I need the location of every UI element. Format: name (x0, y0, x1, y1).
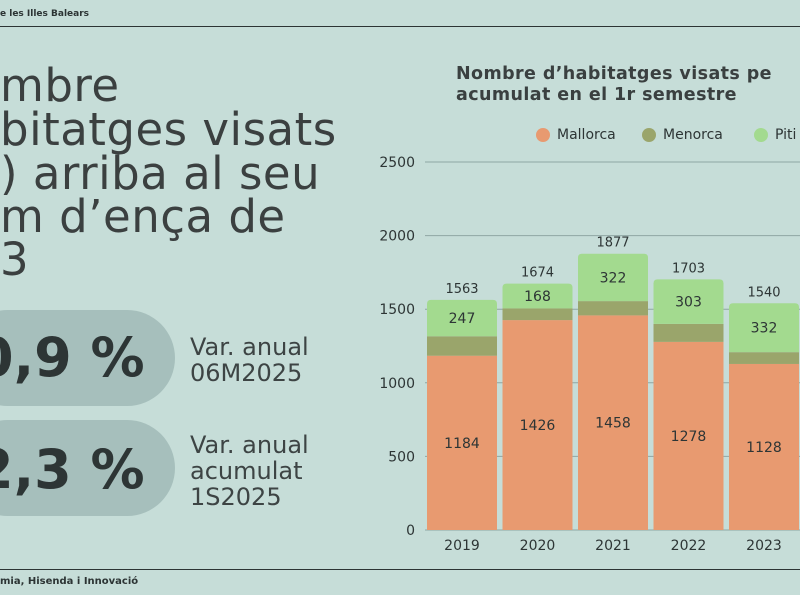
stat-label-cumulative: 1S2025 (190, 483, 282, 511)
legend-swatch-mallorca (536, 128, 550, 142)
legend-swatch-pitiuses (754, 128, 768, 142)
bar-segment-piti (502, 283, 573, 309)
data-label-piti: 168 (524, 289, 551, 305)
x-tick-label: 2023 (746, 538, 782, 554)
data-label-piti: 303 (675, 295, 702, 311)
data-label-mallorca: 1184 (444, 436, 480, 452)
bar-segment-mallorca (653, 341, 724, 530)
bar-segment-piti (653, 279, 724, 324)
bar-segment-mallorca (578, 315, 648, 530)
x-tick-label: 2019 (444, 538, 480, 554)
y-tick-label: 1500 (379, 302, 415, 318)
stat-label-monthly: 06M2025 (190, 359, 303, 387)
legend-label-pitiuses: Piti (775, 127, 797, 143)
chart-title: Nombre d’habitatges visats pe acumulat e… (456, 64, 772, 106)
bar-segment-menorca (427, 336, 497, 356)
legend-swatch-menorca (642, 128, 656, 142)
y-tick-label: 2000 (379, 229, 415, 245)
headline-line: 3 (0, 233, 30, 286)
total-label: 1563 (445, 282, 478, 297)
data-label-piti: 332 (751, 321, 778, 337)
bottom-divider (0, 569, 800, 570)
x-tick-label: 2022 (671, 538, 707, 554)
legend-label-mallorca: Mallorca (557, 127, 616, 143)
chart-title-line: Nombre d’habitatges visats pe (456, 64, 772, 84)
data-label-mallorca: 1128 (746, 440, 782, 456)
y-tick-label: 2500 (379, 155, 415, 171)
header-source-text: e les Illes Balears (0, 9, 90, 19)
top-divider (0, 26, 800, 27)
headline-line: mbre (0, 59, 120, 112)
legend-label-menorca: Menorca (663, 127, 723, 143)
headline: mbre bitatges visats ) arriba al seu m d… (0, 0, 345, 595)
bar-segment-mallorca (502, 320, 573, 530)
bar-segment-piti (427, 299, 497, 337)
stat-label-monthly: Var. anual (190, 333, 309, 361)
bar-segment-mallorca (729, 363, 799, 530)
total-label: 1674 (521, 266, 554, 281)
headline-line: ) arriba al seu (0, 147, 321, 200)
chart-title-line: acumulat en el 1r semestre (456, 85, 737, 105)
bar-segment-mallorca (427, 355, 497, 530)
stat-pill-monthly (0, 310, 175, 406)
y-tick-label: 500 (388, 449, 415, 465)
bar-segment-piti (729, 303, 799, 353)
bar-segment-piti (578, 253, 648, 302)
data-label-mallorca: 1458 (595, 416, 631, 432)
total-label: 1877 (596, 236, 629, 251)
headline-line: m d’ença de (0, 190, 286, 243)
bar-segment-menorca (578, 301, 648, 316)
x-tick-label: 2021 (595, 538, 631, 554)
y-tick-label: 0 (406, 523, 415, 539)
total-label: 1703 (672, 261, 705, 276)
stat-label-cumulative: acumulat (190, 457, 303, 485)
data-label-piti: 322 (600, 270, 627, 286)
stat-value-monthly: 0,9 % (0, 326, 145, 389)
bar-segment-menorca (502, 308, 573, 321)
stat-label-cumulative: Var. anual (190, 431, 309, 459)
total-label: 1540 (747, 285, 780, 300)
bar-segment-menorca (653, 323, 724, 342)
bar-segment-menorca (729, 352, 799, 364)
stat-value-cumulative: 2,3 % (0, 438, 145, 501)
footer-source-text: mia, Hisenda i Innovació (0, 576, 139, 587)
data-label-mallorca: 1426 (520, 418, 556, 434)
y-tick-label: 1000 (379, 376, 415, 392)
stat-pill-cumulative (0, 420, 175, 516)
data-label-piti: 247 (449, 311, 476, 327)
x-tick-label: 2020 (520, 538, 556, 554)
stacked-bar-chart: 0 500 1000 1500 2000 2500 1184 247 1563 2019 1426 1… (379, 155, 800, 554)
data-label-mallorca: 1278 (671, 429, 707, 445)
headline-line: bitatges visats (0, 103, 337, 156)
